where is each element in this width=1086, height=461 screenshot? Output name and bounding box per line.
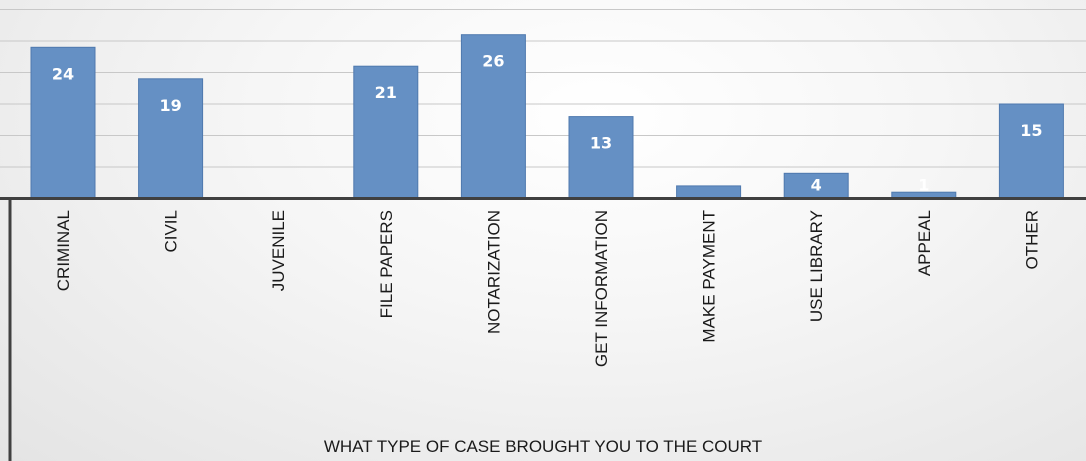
category-label: CIVIL — [162, 210, 181, 253]
bar — [460, 34, 526, 200]
data-label: 15 — [1020, 121, 1042, 140]
bar — [568, 116, 634, 199]
bar — [676, 185, 742, 199]
data-label: 21 — [375, 83, 397, 102]
data-label: 24 — [52, 64, 74, 83]
category-label: OTHER — [1022, 210, 1041, 270]
category-label: CRIMINAL — [54, 210, 73, 291]
x-axis-title: WHAT TYPE OF CASE BROUGHT YOU TO THE COU… — [324, 437, 762, 456]
bar — [353, 65, 419, 199]
data-label: 1 — [918, 176, 929, 195]
category-label: FILE PAPERS — [377, 210, 396, 318]
category-label: APPEAL — [915, 210, 934, 276]
category-label: MAKE PAYMENT — [700, 210, 719, 343]
bar — [783, 172, 849, 200]
data-label: 4 — [811, 176, 822, 195]
data-label: 13 — [590, 134, 612, 153]
data-label: 19 — [159, 96, 181, 115]
data-labels: 24 19 21 26 13 4 1 15 — [52, 52, 1043, 195]
axis-frame — [0, 197, 1086, 461]
category-label: GET INFORMATION — [592, 210, 611, 367]
bar — [998, 103, 1064, 199]
category-label: USE LIBRARY — [807, 210, 826, 322]
category-label: JUVENILE — [269, 210, 288, 291]
category-labels: CRIMINAL CIVIL JUVENILE FILE PAPERS NOTARIZA… — [54, 210, 1041, 367]
data-label: 26 — [482, 52, 504, 71]
category-label: NOTARIZATION — [484, 210, 503, 334]
bars — [30, 34, 1064, 200]
bar — [138, 78, 204, 199]
